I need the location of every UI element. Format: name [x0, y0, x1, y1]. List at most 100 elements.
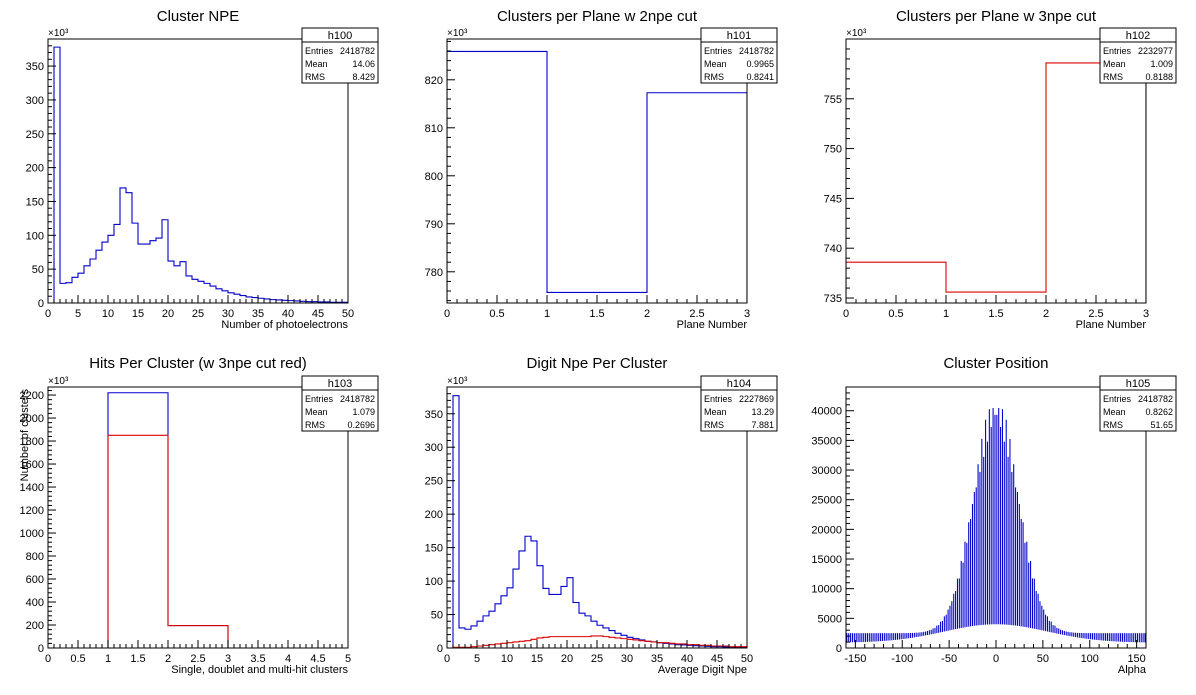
histogram-bin	[910, 633, 912, 638]
series-group	[447, 395, 747, 648]
y-tick-label: 0	[38, 298, 44, 310]
histogram-bin	[881, 633, 883, 642]
histogram-bin	[1133, 633, 1135, 643]
histogram-bin	[868, 633, 870, 642]
y-tick-label: 100	[425, 576, 443, 588]
x-tick-label: 10	[102, 308, 114, 320]
y-tick-label: 25000	[811, 495, 842, 507]
histogram-series-1	[447, 395, 747, 648]
x-tick-label: 30	[621, 653, 633, 665]
histogram-bin	[1076, 632, 1078, 638]
histogram-bin	[851, 633, 853, 643]
y-tick-label: 2200	[20, 390, 44, 402]
histogram-bin	[893, 633, 895, 641]
histogram-bin	[898, 633, 900, 640]
stats-value: 7.881	[751, 420, 774, 430]
y-tick-label: 250	[26, 129, 44, 141]
histogram-bin	[973, 491, 975, 626]
x-tick-label: 1	[105, 653, 111, 665]
chart-panel-6: Cluster Position -150 -100 -50 0 50 100 150 0 500…	[811, 355, 1177, 676]
series-group	[53, 46, 348, 303]
x-tick-label: 25	[192, 308, 204, 320]
stats-value: 14.06	[352, 59, 375, 69]
y-tick-label: 100	[26, 230, 44, 242]
x-tick-label: 4	[285, 653, 291, 665]
histogram-bin	[985, 419, 987, 625]
histogram-bin	[998, 407, 1000, 625]
y-tick-label: 1400	[20, 482, 44, 494]
stats-key: Mean	[704, 59, 727, 69]
x-tick-label: 150	[1127, 653, 1145, 665]
stats-box: h104 Entries 2227869 Mean 13.29 RMS 7.881	[700, 375, 778, 432]
histogram-bin	[1136, 633, 1138, 643]
histogram-bin	[926, 631, 928, 636]
stats-value: 13.29	[751, 407, 774, 417]
histogram-bin	[1142, 633, 1144, 643]
histogram-series-1	[846, 62, 1146, 303]
x-tick-label: 50	[342, 308, 354, 320]
stats-box-frame	[1099, 375, 1177, 432]
histogram-bin	[1024, 542, 1026, 627]
y-tick-label: 200	[26, 620, 44, 632]
y-exponent-label: ×10³	[846, 28, 867, 39]
y-tick-label: 250	[425, 476, 443, 488]
stats-key: RMS	[1103, 420, 1123, 430]
histogram-bin	[863, 633, 865, 642]
histogram-bin	[1116, 633, 1118, 642]
x-tick-label: 35	[252, 308, 264, 320]
y-tick-label: 400	[26, 597, 44, 609]
histogram-bin	[1110, 633, 1112, 642]
histogram-bin	[1106, 633, 1108, 641]
stats-key: RMS	[1103, 72, 1123, 82]
histogram-bin	[960, 560, 962, 628]
histogram-bin	[1043, 609, 1045, 631]
histogram-bin	[949, 605, 951, 631]
stats-name: h101	[727, 30, 751, 42]
y-tick-label: 350	[425, 409, 443, 421]
x-tick-label: -100	[891, 653, 913, 665]
y-tick-label: 800	[26, 551, 44, 563]
histogram-bin	[1101, 633, 1103, 641]
y-tick-label: 1200	[20, 505, 44, 517]
stats-value: 2418782	[340, 394, 375, 404]
y-tick-label: 200	[26, 163, 44, 175]
x-tick-label: 0	[993, 653, 999, 665]
x-tick-label: 4.5	[310, 653, 325, 665]
chart-title: Clusters per Plane w 3npe cut	[896, 8, 1097, 25]
chart-title: Hits Per Cluster (w 3npe cut red)	[89, 355, 307, 372]
x-tick-label: 45	[711, 653, 723, 665]
histogram-bin	[953, 593, 955, 630]
histogram-bin	[981, 438, 983, 625]
x-tick-label: 40	[282, 308, 294, 320]
histogram-bin	[1052, 625, 1054, 633]
y-tick-label: 810	[425, 123, 443, 135]
histogram-bin	[994, 414, 996, 625]
histogram-bin	[923, 631, 925, 636]
y-tick-label: 5000	[818, 613, 842, 625]
histogram-bin	[1105, 633, 1107, 641]
stats-key: Entries	[704, 394, 733, 404]
histogram-bin	[970, 518, 972, 627]
histogram-bin	[857, 633, 859, 643]
stats-value: 2418782	[739, 46, 774, 56]
histogram-bin	[932, 628, 934, 634]
y-tick-label: 10000	[811, 584, 842, 596]
chart-title: Clusters per Plane w 2npe cut	[497, 8, 698, 25]
stats-box: h102 Entries 2232977 Mean 1.009 RMS 0.8188	[1099, 27, 1177, 84]
histogram-bin	[928, 630, 930, 635]
x-tick-label: 0.5	[70, 653, 85, 665]
series-group	[48, 392, 348, 648]
y-tick-label: 750	[824, 144, 842, 156]
stats-value: 2418782	[340, 46, 375, 56]
y-tick-label: 735	[824, 293, 842, 305]
histogram-series-2	[48, 434, 348, 648]
histogram-bin	[975, 487, 977, 626]
histogram-bin	[1125, 633, 1127, 642]
y-tick-label: 790	[425, 219, 443, 231]
histogram-bin	[1039, 601, 1041, 630]
x-tick-label: 3.5	[250, 653, 265, 665]
histogram-bin	[945, 614, 947, 632]
x-tick-label: 2	[165, 653, 171, 665]
x-tick-label: 35	[651, 653, 663, 665]
histogram-bin	[1121, 633, 1123, 642]
